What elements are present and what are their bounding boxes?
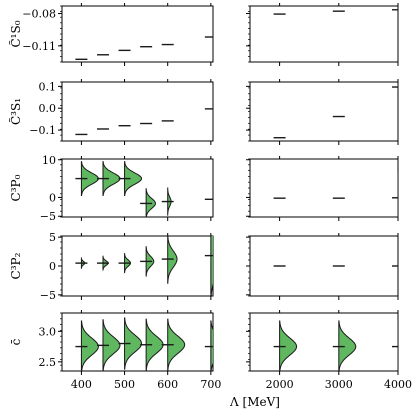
violin-4-1-0 [279,320,298,371]
col-1-xtick-label-2: 4000 [384,378,412,391]
violin-4-1-1 [338,320,357,371]
row-2-ylabel: C³P₀ [9,174,23,201]
violin-2-1-2 [397,172,398,217]
row-1-ytick-label-1: 0.0 [39,102,57,115]
row-3-ytick-label-0: 5 [49,231,56,244]
col-1-xtick-label-0: 2000 [266,378,294,391]
violin-4-1-2 [397,320,398,371]
row-1-ytick-label-0: 0.1 [39,80,57,93]
row-4-ylabel-text: c̄ [9,338,23,345]
panel-0-1-frame [249,5,399,63]
row-3-ytick-label-2: −5 [40,289,56,302]
violin-2-0-2 [124,161,143,197]
row-4-ytick-label-1: 2.5 [39,356,57,369]
row-0-ytick-label-1: −0.11 [22,40,56,53]
panel-0-1-marks [273,9,398,15]
violin-1-1-2 [397,84,398,90]
panel-0-0-frame [61,5,214,63]
col-1-xtick-label-1: 3000 [325,378,353,391]
panel-1-1-frame [249,81,399,142]
row-3-ylabel-text: C³P₂ [9,252,23,279]
violin-4-0-1 [102,319,121,371]
row-3-ytick-label-1: 0 [49,260,56,273]
row-2-ylabel-text: C³P₀ [9,174,23,201]
row-0-ylabel: C̃¹S₀ [8,20,23,47]
x-axis-label: Λ [MeV] [229,395,280,409]
panel-3-0-marks [75,236,213,296]
panel-2-1-marks [273,172,398,217]
row-2-ytick-label-1: 0 [49,191,56,204]
col-0-xtick-label-0: 400 [71,378,92,391]
row-3-ylabel: C³P₂ [9,252,23,279]
panel-2-1-frame [249,158,399,218]
panel-1-0-marks [75,108,213,136]
row-2-ytick-label-2: −5 [40,210,56,223]
panel-1-0-frame [61,81,214,142]
panel-1-1-marks [273,84,398,139]
row-4-ytick-label-0: 3.0 [39,325,57,338]
row-4-ylabel: c̄ [9,338,23,345]
row-2-ytick-label-0: 10 [42,154,56,167]
panel-2-0-marks [75,161,213,217]
row-1-ylabel: C̃³S₁ [8,98,23,125]
panel-4-0-marks [75,317,213,371]
panel-0-0-marks [75,36,213,61]
row-0-ytick-label-0: −0.08 [22,8,56,21]
row-1-ylabel-text: C̃³S₁ [8,98,23,125]
violin-3-0-5 [210,236,213,296]
col-0-xtick-label-2: 600 [157,378,178,391]
col-0-xtick-label-1: 500 [114,378,135,391]
row-0-ylabel-text: C̃¹S₀ [8,20,23,47]
panel-3-0-frame [61,235,214,297]
row-1-ytick-label-2: −0.1 [29,124,56,137]
panel-4-1-marks [273,320,398,371]
panel-3-1-frame [249,235,399,297]
col-0-xtick-label-3: 700 [200,378,221,391]
violin-4-0-2 [124,317,143,370]
violin-4-0-4 [167,318,186,371]
panel-4-1-frame [249,312,399,372]
